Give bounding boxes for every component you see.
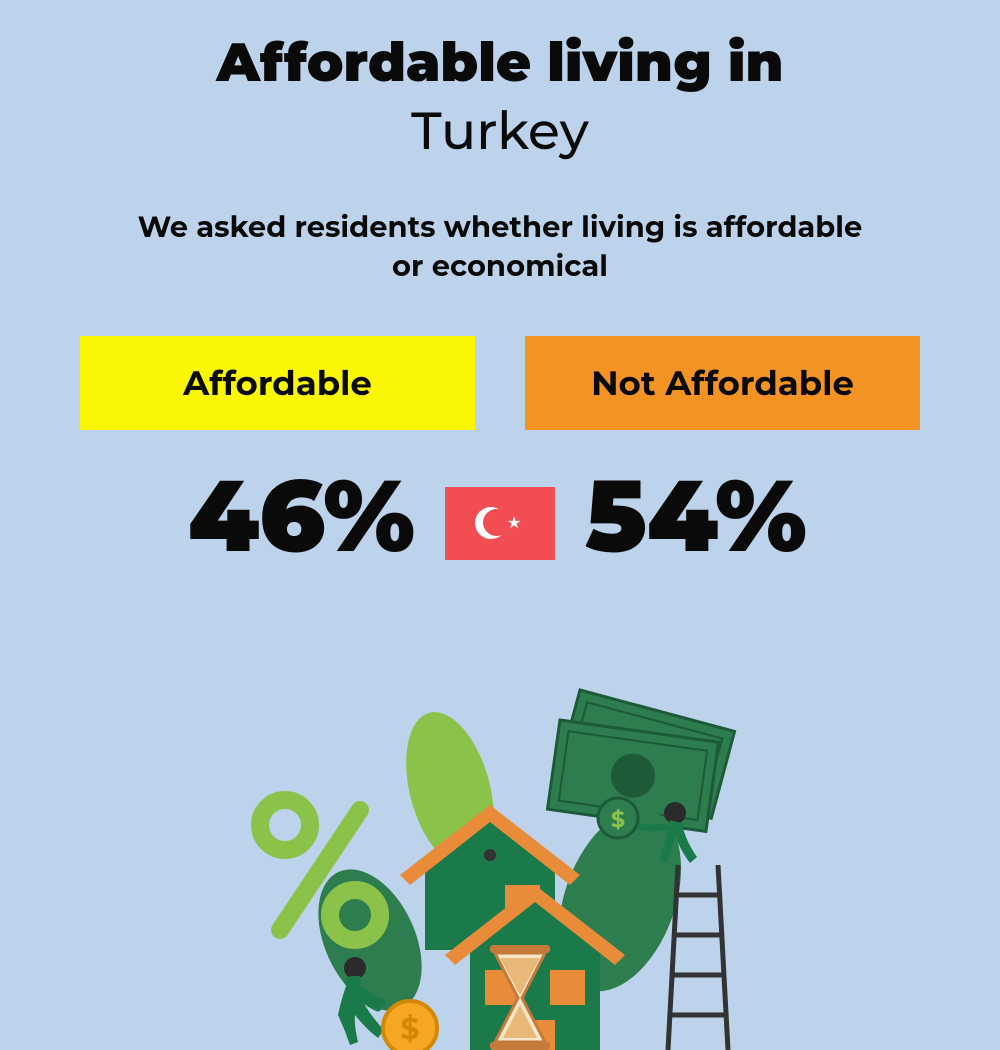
stats-row: 46% ★ 54% — [60, 455, 940, 577]
subtitle: We asked residents whether living is aff… — [60, 208, 940, 286]
svg-text:$: $ — [611, 806, 625, 833]
title-line2: Turkey — [60, 100, 940, 163]
title-line1: Affordable living in — [60, 30, 940, 95]
not-affordable-percent: 54% — [575, 455, 940, 577]
affordable-box: Affordable — [80, 336, 475, 430]
affordable-percent: 46% — [60, 455, 425, 577]
category-boxes: Affordable Not Affordable — [60, 336, 940, 430]
svg-text:$: $ — [400, 1010, 419, 1047]
turkey-flag-icon: ★ — [445, 487, 555, 560]
housing-illustration: $ $ — [200, 650, 800, 1050]
not-affordable-box: Not Affordable — [525, 336, 920, 430]
